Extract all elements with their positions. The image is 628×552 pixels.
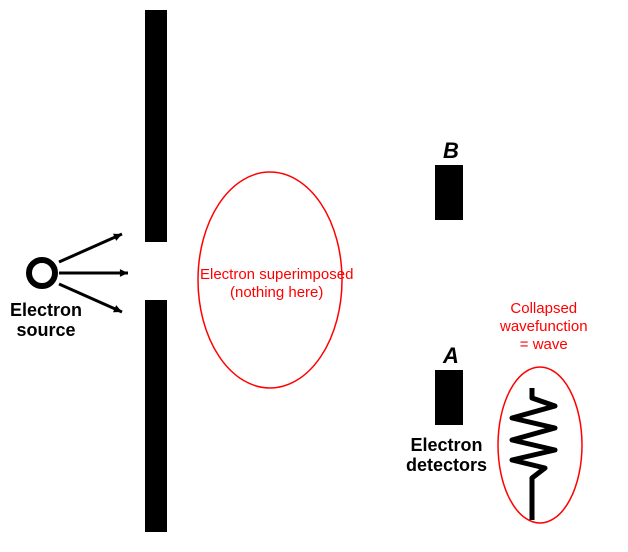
detector-b <box>435 165 463 220</box>
source-line2: source <box>17 320 76 340</box>
source-arrow-0-shaft <box>59 234 122 262</box>
detector-a-label: A <box>443 343 459 369</box>
superimposed-label: Electron superimposed (nothing here) <box>200 266 353 302</box>
detectors-line1: Electron <box>411 435 483 455</box>
collapsed-wave-icon <box>512 388 555 520</box>
collapsed-label: Collapsed wavefunction = wave <box>500 300 588 354</box>
electron-source-label: Electron source <box>10 300 82 340</box>
barrier-top <box>145 10 167 242</box>
detector-b-label: B <box>443 138 459 164</box>
barrier-bottom <box>145 300 167 532</box>
detectors-line2: detectors <box>406 455 487 475</box>
source-arrow-1-head <box>120 269 128 277</box>
source-line1: Electron <box>10 300 82 320</box>
electron-source-inner <box>39 270 45 276</box>
detector-a <box>435 370 463 425</box>
electron-detectors-label: Electron detectors <box>406 435 487 475</box>
